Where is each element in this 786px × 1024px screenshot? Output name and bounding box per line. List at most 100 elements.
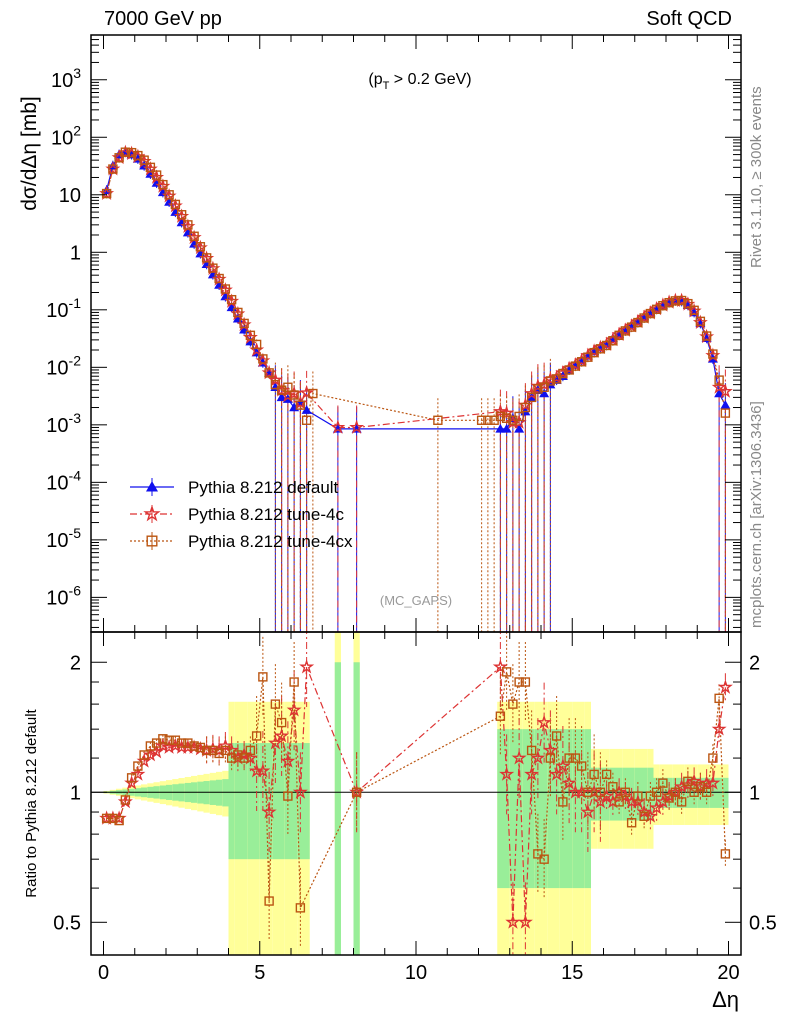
ratio-point — [183, 738, 193, 748]
band-inner — [334, 662, 341, 955]
ratio-point — [126, 773, 137, 783]
data-point — [520, 402, 531, 413]
ratio-point — [289, 677, 299, 687]
ratio-point — [714, 693, 724, 704]
ratio-point — [595, 787, 606, 797]
data-point — [433, 415, 443, 425]
data-point — [717, 383, 733, 398]
band-inner — [272, 743, 279, 860]
ratio-point — [108, 813, 118, 824]
data-point — [533, 384, 543, 394]
band-inner — [228, 743, 235, 860]
ratio-point — [236, 746, 252, 762]
band-inner — [303, 743, 310, 860]
header-right-label: Soft QCD — [646, 8, 732, 30]
ratio-point — [233, 750, 243, 760]
data-point — [208, 263, 218, 273]
ratio-y-tick-label: 0.5 — [53, 912, 81, 934]
ratio-point — [258, 672, 268, 682]
band-inner — [641, 767, 648, 821]
ratio-point — [676, 797, 687, 807]
data-point — [120, 147, 131, 157]
band-inner — [528, 729, 535, 889]
ratio-point — [505, 914, 521, 929]
ratio-point — [614, 797, 624, 807]
series-line-0 — [106, 151, 726, 431]
band-inner — [291, 743, 298, 860]
data-point — [233, 307, 243, 318]
band-inner — [522, 729, 529, 889]
ratio-point — [683, 776, 693, 787]
data-point — [226, 294, 237, 305]
data-point — [476, 415, 487, 425]
ratio-point — [670, 787, 681, 797]
ratio-point — [283, 791, 293, 801]
data-point — [499, 405, 515, 420]
y-tick-label: 10 — [59, 185, 81, 207]
ratio-point — [539, 854, 549, 864]
data-point — [349, 419, 365, 434]
ratio-point — [605, 793, 621, 809]
ratio-point — [642, 808, 658, 823]
uncertainty-bands — [103, 632, 729, 955]
ratio-point — [499, 766, 515, 781]
y-tick-label: 1 — [70, 242, 81, 264]
ratio-point — [542, 742, 558, 757]
band-inner — [622, 767, 629, 821]
band-inner — [503, 729, 510, 889]
ratio-point — [545, 753, 556, 763]
data-point — [245, 330, 256, 341]
data-point — [251, 339, 262, 350]
ratio-point — [708, 753, 718, 763]
data-point — [270, 379, 281, 390]
ratio-point — [130, 766, 146, 781]
data-point — [501, 413, 512, 423]
band-inner — [603, 767, 610, 821]
ratio-point — [633, 791, 643, 801]
ratio-point — [514, 677, 524, 687]
band-inner — [497, 729, 504, 889]
data-point — [276, 392, 287, 402]
legend-marker — [146, 535, 158, 547]
ratio-point — [589, 769, 599, 780]
ratio-y-tick-label: 2 — [70, 652, 81, 674]
ratio-point — [599, 788, 615, 803]
ratio-point — [170, 735, 181, 745]
series-line-2 — [106, 151, 726, 423]
legend-entry: Pythia 8.212 tune-4cx — [188, 532, 353, 551]
data-point — [126, 147, 137, 158]
ratio-point — [520, 677, 531, 687]
data-point — [220, 284, 231, 294]
data-point — [139, 155, 149, 165]
x-tick-label: 0 — [98, 962, 109, 984]
ratio-point — [536, 714, 552, 730]
band-inner — [278, 743, 285, 860]
data-point — [658, 300, 668, 311]
ratio-point — [492, 659, 508, 674]
ratio-point — [720, 849, 731, 859]
data-point — [683, 298, 693, 309]
ratio-point — [530, 750, 546, 765]
band-inner — [553, 729, 560, 889]
ratio-point — [570, 753, 581, 763]
ratio-point — [626, 818, 637, 828]
ratio-point — [689, 787, 699, 797]
data-point — [189, 231, 199, 241]
ratio-point — [101, 813, 112, 824]
band-inner — [509, 729, 516, 889]
data-point — [483, 415, 493, 425]
ratio-point — [264, 896, 274, 906]
data-point — [695, 316, 706, 327]
ratio-point — [120, 795, 131, 805]
data-point — [492, 403, 508, 419]
band-inner — [241, 743, 248, 860]
band-inner — [534, 729, 541, 889]
ratio-point — [526, 745, 537, 756]
data-point — [526, 392, 537, 403]
ratio-point — [274, 727, 290, 743]
ratio-point — [286, 702, 302, 717]
data-point — [301, 415, 312, 425]
ratio-point — [251, 731, 262, 741]
y-tick-label: 10-4 — [46, 467, 81, 494]
ratio-point — [524, 766, 540, 781]
